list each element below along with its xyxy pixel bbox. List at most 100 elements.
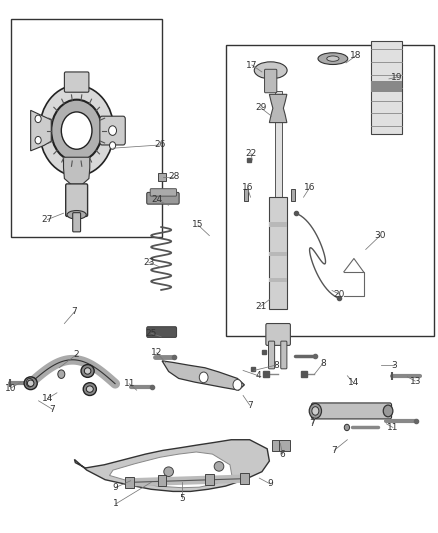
Text: 14: 14 <box>42 394 53 403</box>
FancyBboxPatch shape <box>147 327 177 337</box>
FancyBboxPatch shape <box>205 474 214 485</box>
Text: 28: 28 <box>169 173 180 181</box>
Text: 13: 13 <box>410 377 421 385</box>
Ellipse shape <box>84 368 91 374</box>
Ellipse shape <box>344 424 350 431</box>
Text: 16: 16 <box>242 183 253 192</box>
Text: 17: 17 <box>246 61 258 69</box>
FancyBboxPatch shape <box>64 72 89 92</box>
Ellipse shape <box>86 386 93 392</box>
Text: 16: 16 <box>304 183 315 192</box>
Text: 7: 7 <box>247 401 253 409</box>
FancyBboxPatch shape <box>281 341 287 369</box>
FancyBboxPatch shape <box>275 91 282 208</box>
Ellipse shape <box>254 62 287 79</box>
Circle shape <box>61 112 92 149</box>
Ellipse shape <box>318 53 348 64</box>
FancyBboxPatch shape <box>150 189 177 196</box>
FancyBboxPatch shape <box>272 440 282 451</box>
Text: 27: 27 <box>42 215 53 224</box>
FancyBboxPatch shape <box>66 184 88 216</box>
FancyBboxPatch shape <box>269 222 287 227</box>
Text: 26: 26 <box>154 141 166 149</box>
FancyBboxPatch shape <box>269 278 287 282</box>
FancyBboxPatch shape <box>371 81 402 92</box>
Text: 4: 4 <box>256 372 261 380</box>
Text: 11: 11 <box>124 379 135 388</box>
Polygon shape <box>31 110 51 151</box>
Ellipse shape <box>24 377 37 390</box>
Text: 7: 7 <box>49 405 56 414</box>
Text: 30: 30 <box>374 231 386 240</box>
Text: 22: 22 <box>245 149 257 158</box>
FancyBboxPatch shape <box>158 173 166 181</box>
FancyBboxPatch shape <box>244 189 248 201</box>
Text: 7: 7 <box>71 308 78 316</box>
Text: 19: 19 <box>391 73 402 82</box>
Ellipse shape <box>67 211 86 219</box>
FancyBboxPatch shape <box>100 116 125 145</box>
Text: 5: 5 <box>179 494 185 503</box>
Text: 23: 23 <box>143 258 155 266</box>
Text: 25: 25 <box>145 329 157 337</box>
Polygon shape <box>162 361 244 390</box>
FancyBboxPatch shape <box>125 477 134 488</box>
Circle shape <box>35 115 41 123</box>
Circle shape <box>109 126 117 135</box>
Text: 2: 2 <box>74 350 79 359</box>
FancyBboxPatch shape <box>269 197 287 309</box>
Ellipse shape <box>27 380 34 386</box>
Ellipse shape <box>81 365 94 377</box>
Text: 29: 29 <box>255 103 266 112</box>
Text: 14: 14 <box>348 378 359 387</box>
FancyBboxPatch shape <box>371 41 402 134</box>
Circle shape <box>199 372 208 383</box>
Ellipse shape <box>327 56 339 61</box>
FancyBboxPatch shape <box>265 69 277 93</box>
Ellipse shape <box>312 407 319 415</box>
Text: 9: 9 <box>112 483 118 492</box>
FancyBboxPatch shape <box>269 252 287 256</box>
Ellipse shape <box>309 403 321 418</box>
Text: 6: 6 <box>279 450 286 458</box>
Ellipse shape <box>383 405 393 417</box>
FancyBboxPatch shape <box>311 403 392 419</box>
Ellipse shape <box>214 462 224 471</box>
Circle shape <box>39 85 114 176</box>
Text: 15: 15 <box>192 221 204 229</box>
Circle shape <box>51 100 102 161</box>
Polygon shape <box>64 157 90 185</box>
Text: 12: 12 <box>151 349 162 357</box>
FancyBboxPatch shape <box>147 192 179 204</box>
FancyBboxPatch shape <box>158 475 166 486</box>
Ellipse shape <box>164 467 173 477</box>
Polygon shape <box>269 94 287 123</box>
Text: 8: 8 <box>320 359 326 368</box>
Text: 18: 18 <box>350 52 361 60</box>
Circle shape <box>110 142 116 149</box>
Text: 11: 11 <box>387 423 399 432</box>
Text: 9: 9 <box>267 480 273 488</box>
Circle shape <box>233 379 242 390</box>
Text: 7: 7 <box>309 419 315 428</box>
Text: 3: 3 <box>391 361 397 369</box>
FancyBboxPatch shape <box>226 45 434 336</box>
FancyBboxPatch shape <box>240 473 249 484</box>
Text: 20: 20 <box>334 290 345 298</box>
Text: 1: 1 <box>113 499 119 508</box>
Circle shape <box>26 378 33 387</box>
Circle shape <box>35 136 41 144</box>
Text: 10: 10 <box>5 384 17 392</box>
FancyBboxPatch shape <box>268 341 275 369</box>
Text: 7: 7 <box>331 446 337 455</box>
Circle shape <box>58 370 65 378</box>
FancyBboxPatch shape <box>266 324 290 345</box>
Polygon shape <box>74 440 269 491</box>
Text: 24: 24 <box>151 196 162 204</box>
FancyBboxPatch shape <box>11 19 162 237</box>
FancyBboxPatch shape <box>279 440 290 451</box>
Ellipse shape <box>83 383 96 395</box>
Text: 8: 8 <box>273 361 279 369</box>
FancyBboxPatch shape <box>73 213 81 232</box>
FancyBboxPatch shape <box>291 189 295 201</box>
